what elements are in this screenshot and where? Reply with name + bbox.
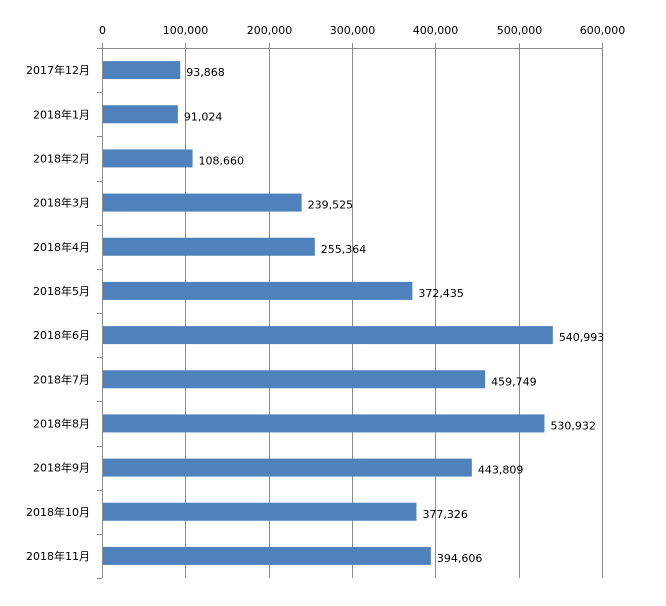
category-label: 2018年4月: [33, 240, 90, 254]
data-label: 255,364: [321, 243, 367, 256]
bar: [103, 546, 431, 565]
category-label: 2018年1月: [33, 107, 90, 121]
x-tick-label: 200,000: [247, 24, 293, 37]
category-label: 2018年6月: [33, 328, 90, 342]
bar: [103, 502, 417, 521]
data-label: 459,749: [491, 375, 536, 388]
data-labels: 93,868 91,024 108,660 239,525 255,364 372,435…: [184, 66, 604, 565]
category-label: 2018年9月: [33, 461, 90, 475]
data-label: 394,606: [437, 552, 483, 565]
x-axis-ticks: 0 100,000 200,000 300,000 400,000 500,000 600,…: [99, 24, 625, 49]
bar: [103, 414, 545, 433]
category-label: 2018年3月: [33, 196, 90, 210]
x-tick-label: 500,000: [497, 24, 543, 37]
category-axis: 2017年12月 2018年1月 2018年2月 2018年3月 2018年4月 2018…: [26, 48, 103, 579]
x-tick-label: 400,000: [413, 24, 459, 37]
data-label: 108,660: [199, 154, 245, 167]
bar: [103, 458, 472, 477]
category-label: 2017年12月: [26, 63, 90, 77]
x-tick-label: 0: [99, 24, 106, 37]
x-tick-label: 600,000: [580, 24, 626, 37]
bar: [103, 149, 193, 168]
bar: [103, 326, 553, 345]
x-tick-label: 300,000: [330, 24, 376, 37]
data-label: 372,435: [418, 287, 464, 300]
data-label: 239,525: [308, 199, 354, 212]
gridlines: [185, 48, 603, 578]
category-label: 2018年5月: [33, 284, 90, 298]
bar: [103, 237, 315, 256]
bar: [103, 105, 178, 124]
bar: [103, 370, 486, 389]
data-label: 93,868: [186, 66, 225, 79]
bar: [103, 193, 302, 212]
bar: [103, 61, 181, 80]
category-label: 2018年2月: [33, 151, 90, 165]
category-label: 2018年8月: [33, 416, 90, 430]
data-label: 91,024: [184, 110, 223, 123]
category-label: 2018年10月: [26, 505, 90, 519]
data-label: 530,932: [550, 419, 596, 432]
x-tick-label: 100,000: [163, 24, 209, 37]
bars: [103, 61, 553, 565]
bar: [103, 281, 413, 300]
category-label: 2018年7月: [33, 372, 90, 386]
data-label: 540,993: [559, 331, 605, 344]
data-label: 377,326: [422, 508, 468, 521]
data-label: 443,809: [478, 464, 524, 477]
category-label: 2018年11月: [26, 549, 90, 563]
